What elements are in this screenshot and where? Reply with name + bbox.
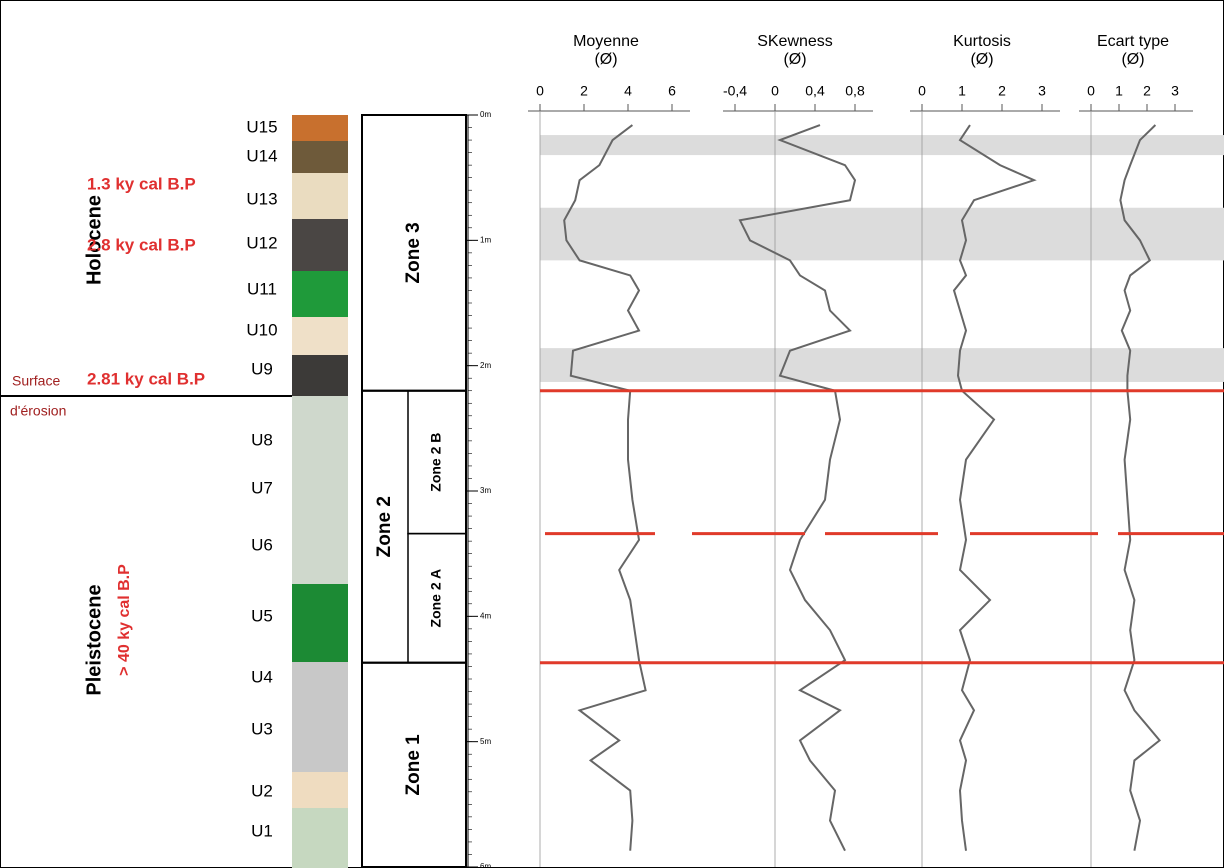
- age-label: 2.8 ky cal B.P: [87, 235, 196, 254]
- chart-title: SKewness: [757, 33, 833, 50]
- x-tick-label: 4: [624, 83, 632, 99]
- unit-label: U9: [251, 359, 273, 378]
- surface-label: d'érosion: [10, 403, 66, 419]
- profile-line: [738, 124, 857, 852]
- era-label: Holocene: [83, 195, 105, 285]
- chart-title: Moyenne: [573, 33, 639, 50]
- age-label: 1.3 ky cal B.P: [87, 174, 196, 193]
- subzone-box: [407, 532, 467, 664]
- subzone-label: Zone 2 A: [428, 569, 444, 628]
- profile-line: [563, 124, 647, 851]
- profile-line: [952, 124, 1037, 851]
- unit-label: U13: [246, 189, 277, 208]
- unit-label: U10: [246, 320, 277, 339]
- x-tick-label: 3: [1038, 83, 1046, 99]
- gray-band: [540, 207, 1224, 261]
- x-tick-label: 2: [998, 83, 1006, 99]
- plot-area: U15 U14 U13 U12 U11 U10 U9 U8 U7 U6 U5 U4 U3 U2 U1 Zone…: [246, 33, 1224, 868]
- x-tick-label: 0: [771, 83, 779, 99]
- x-tick-label: 2: [1143, 83, 1151, 99]
- unit-label: U3: [251, 719, 273, 738]
- x-tick-label: 0: [536, 83, 544, 99]
- depth-tick-label: 1m: [480, 235, 491, 244]
- depth-tick-label: 6m: [480, 862, 491, 868]
- gray-band: [540, 135, 1224, 156]
- chart-subtitle: (Ø): [594, 51, 617, 68]
- unit-label: U14: [246, 146, 277, 165]
- depth-tick-label: 0m: [480, 110, 491, 119]
- x-tick-label: 0,8: [845, 83, 865, 99]
- subzone-label: Zone 2 B: [428, 433, 444, 492]
- x-tick-label: 6: [668, 83, 676, 99]
- unit-label: U11: [247, 279, 277, 298]
- gray-band: [540, 348, 1224, 382]
- unit-label: U6: [251, 535, 273, 554]
- unit-label: U1: [251, 821, 273, 840]
- x-tick-label: 2: [580, 83, 588, 99]
- x-tick-label: -0,4: [723, 83, 747, 99]
- unit-label: U5: [251, 606, 273, 625]
- depth-tick-label: 2m: [480, 361, 491, 370]
- zone-label: Zone 1: [403, 734, 424, 796]
- unit-label: U15: [246, 117, 277, 136]
- depth-tick-label: 4m: [480, 611, 491, 620]
- depth-tick-label: 3m: [480, 486, 491, 495]
- x-tick-label: 1: [1115, 83, 1123, 99]
- unit-label: U2: [251, 781, 273, 800]
- profile-line: [1119, 124, 1162, 851]
- era-label: Pleistocene: [83, 584, 105, 695]
- chart-title: Ecart type: [1097, 33, 1169, 50]
- x-tick-label: 1: [958, 83, 966, 99]
- x-tick-label: 0,4: [805, 83, 825, 99]
- zone-label: Zone 3: [403, 222, 424, 283]
- unit-label: U12: [246, 233, 277, 252]
- age-label: > 40 ky cal B.P: [116, 564, 133, 676]
- chart-subtitle: (Ø): [970, 51, 993, 68]
- unit-label: U4: [251, 667, 273, 686]
- x-tick-label: 0: [1087, 83, 1095, 99]
- depth-tick-label: 5m: [480, 737, 491, 746]
- unit-label: U7: [251, 478, 273, 497]
- zone-label: Zone 2: [374, 496, 395, 557]
- chart-title: Kurtosis: [953, 33, 1011, 50]
- x-tick-label: 3: [1171, 83, 1179, 99]
- surface-label: Surface: [12, 373, 60, 389]
- x-tick-label: 0: [918, 83, 926, 99]
- lithology-column: [292, 115, 348, 868]
- chart-subtitle: (Ø): [783, 51, 806, 68]
- unit-label: U8: [251, 430, 273, 449]
- chart-subtitle: (Ø): [1121, 51, 1144, 68]
- age-label: 2.81 ky cal B.P: [87, 369, 205, 388]
